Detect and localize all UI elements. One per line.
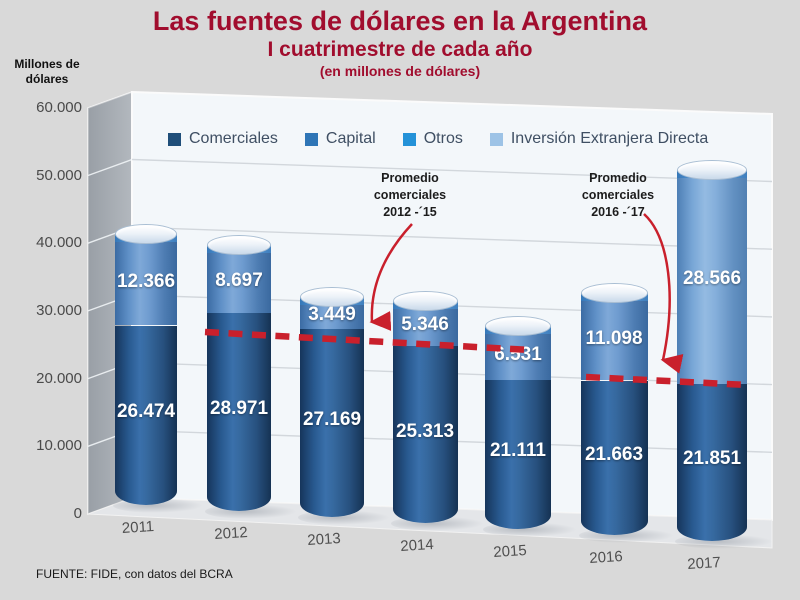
value-label-upper-2016: 11.098 <box>585 328 643 349</box>
annotation-line: 2012 -´15 <box>383 205 437 219</box>
legend-label: Capital <box>325 130 376 147</box>
legend-swatch-comerciales <box>168 132 181 146</box>
value-label-comerciales-2013: 27.169 <box>302 409 362 430</box>
segment-upper-2012 <box>207 253 271 313</box>
value-label-comerciales-2017: 21.851 <box>682 448 742 469</box>
segment-comerciales-2013 <box>300 329 364 517</box>
legend-item-comerciales: Comerciales <box>168 130 278 148</box>
legend-label: Comerciales <box>189 130 278 147</box>
segment-upper-2017 <box>677 178 747 384</box>
value-label-comerciales-2015: 21.111 <box>489 440 547 461</box>
legend-label: Inversión Extranjera Directa <box>510 130 709 147</box>
segment-upper-2011 <box>115 241 177 326</box>
y-axis-title-line2: dólares <box>25 72 69 86</box>
legend-item-otros: Otros <box>402 130 463 148</box>
value-label-upper-2017: 28.566 <box>682 268 742 289</box>
chart-subtitle: I cuatrimestre de cada año <box>267 38 533 61</box>
value-label-upper-2015: 6.531 <box>494 344 542 365</box>
x-category-label-2016: 2016 <box>588 547 624 568</box>
segment-comerciales-2017 <box>677 383 747 541</box>
floor <box>87 497 773 549</box>
annotation-line: comerciales <box>581 188 655 202</box>
y-tick-label: 10.000 <box>36 437 82 454</box>
segment-comerciales-2011 <box>115 325 177 505</box>
y-tick-label: 40.000 <box>36 234 82 251</box>
y-axis-title-line1: Millones de <box>14 57 80 71</box>
legend-item-ied: Inversión Extranjera Directa <box>489 130 709 148</box>
segment-comerciales-2015 <box>485 380 551 529</box>
value-label-comerciales-2014: 25.313 <box>395 421 455 442</box>
legend-swatch-otros <box>402 132 416 146</box>
segment-comerciales-2014 <box>392 346 458 523</box>
x-category-label-2011: 2011 <box>121 518 155 537</box>
annotation-promedio-2016-17: Promedio comerciales 2016 -´17 <box>560 170 676 221</box>
y-tick-label: 30.000 <box>36 302 82 319</box>
value-label-comerciales-2011: 26.474 <box>116 401 176 422</box>
annotation-line: Promedio <box>589 171 647 185</box>
cylinder-cap-2017 <box>677 160 747 180</box>
cylinder-cap-2013 <box>300 287 364 308</box>
legend-swatch-capital <box>304 132 318 146</box>
cylinder-cap-2014 <box>392 290 458 311</box>
cylinder-cap-2012 <box>207 235 271 255</box>
legend-swatch-ied <box>489 132 503 146</box>
annotation-promedio-2012-15: Promedio comerciales 2012 -´15 <box>352 170 468 221</box>
annotation-line: 2016 -´17 <box>591 205 645 219</box>
value-label-upper-2014: 5.346 <box>401 314 449 335</box>
x-category-label-2013: 2013 <box>306 529 342 550</box>
y-tick-label: 50.000 <box>36 167 82 184</box>
source-note: FUENTE: FIDE, con datos del BCRA <box>36 567 233 581</box>
legend-label: Otros <box>423 130 463 147</box>
legend: Comerciales Capital Otros Inversión Extranj… <box>168 130 708 148</box>
gridline <box>131 158 773 183</box>
annotation-line: comerciales <box>373 188 447 202</box>
y-axis-title: Millones de dólares <box>4 57 90 87</box>
value-label-upper-2013: 3.449 <box>308 304 356 325</box>
cylinder-cap-2011 <box>115 223 177 244</box>
segment-comerciales-2016 <box>580 380 648 535</box>
x-category-label-2012: 2012 <box>213 523 249 544</box>
units-note: (en millones de dólares) <box>319 63 481 79</box>
x-category-label-2017: 2017 <box>686 553 722 574</box>
y-tick-label: 0 <box>73 505 82 522</box>
value-label-comerciales-2012: 28.971 <box>209 398 269 419</box>
gridline-left-wall <box>87 158 133 177</box>
y-tick-label: 20.000 <box>36 370 82 387</box>
legend-item-capital: Capital <box>304 130 376 148</box>
page-title: Las fuentes de dólares en la Argentina <box>152 6 648 36</box>
annotation-line: Promedio <box>381 171 439 185</box>
x-category-label-2015: 2015 <box>492 541 528 562</box>
value-label-comerciales-2016: 21.663 <box>584 444 644 465</box>
segment-upper-2013 <box>300 305 364 329</box>
value-label-upper-2011: 12.366 <box>116 271 176 292</box>
segment-upper-2016 <box>580 301 648 381</box>
y-tick-label: 60.000 <box>36 99 82 116</box>
value-label-upper-2012: 8.697 <box>215 270 263 291</box>
x-category-label-2014: 2014 <box>399 535 435 556</box>
cylinder-cap-2015 <box>485 315 551 336</box>
